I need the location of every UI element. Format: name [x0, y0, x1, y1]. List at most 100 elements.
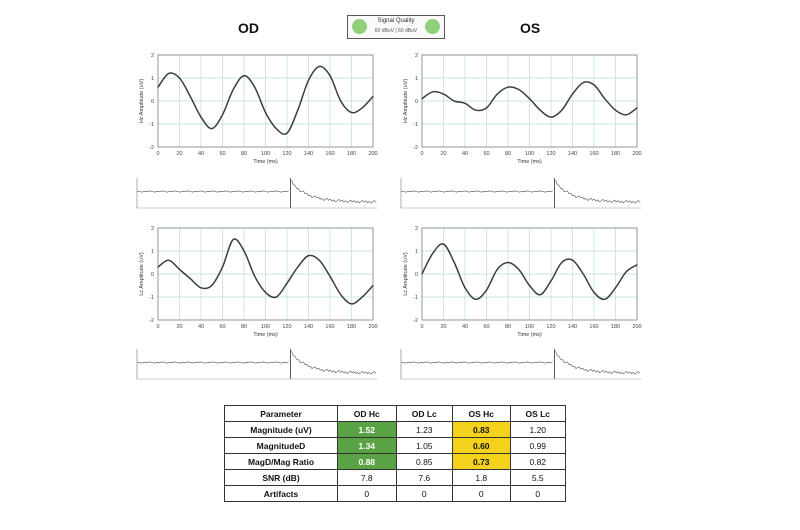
- x-tick-label: 100: [261, 324, 270, 330]
- data-point: [614, 287, 617, 289]
- x-tick-label: 80: [505, 324, 511, 330]
- data-point: [485, 289, 488, 291]
- x-tick-label: 60: [219, 151, 225, 157]
- data-point: [614, 109, 617, 111]
- y-tick-label: -2: [413, 318, 418, 324]
- table-cell: 0: [509, 485, 567, 502]
- x-tick-label: 60: [219, 324, 225, 330]
- x-tick-label: 80: [505, 151, 511, 157]
- data-point: [232, 238, 234, 241]
- x-tick-label: 40: [198, 151, 204, 157]
- table-cell: 0: [395, 485, 454, 502]
- table-cell: 1.34: [337, 437, 397, 454]
- x-tick-label: 120: [546, 324, 555, 330]
- data-point: [254, 86, 256, 88]
- raw-recording-strip: [400, 178, 641, 209]
- table-cell: 0.83: [452, 421, 511, 438]
- row-label: Magnitude (uV): [224, 421, 338, 438]
- data-point: [211, 284, 213, 287]
- x-tick-label: 60: [483, 324, 489, 330]
- table-cell: 1.23: [395, 421, 454, 438]
- y-axis-label: Hc Amplitude (uV): [403, 79, 409, 123]
- y-tick-label: -1: [149, 295, 154, 301]
- x-tick-label: 80: [241, 324, 247, 330]
- data-point: [464, 102, 466, 104]
- x-tick-label: 140: [304, 151, 313, 157]
- data-point: [561, 109, 563, 111]
- data-point: [157, 266, 159, 268]
- table-cell: 0.99: [509, 437, 567, 454]
- data-point: [571, 93, 574, 95]
- table-cell: 7.8: [337, 469, 397, 486]
- row-label: Artifacts: [224, 485, 338, 502]
- data-point: [243, 75, 245, 77]
- raw-recording-strip: [136, 349, 377, 380]
- table-cell: 5.5: [509, 469, 567, 486]
- x-tick-label: 140: [568, 151, 577, 157]
- data-point: [421, 273, 423, 275]
- row-label: SNR (dB): [224, 469, 338, 486]
- x-axis-label: Time (ms): [517, 332, 542, 338]
- x-tick-label: 160: [325, 151, 334, 157]
- data-point: [221, 266, 224, 268]
- x-tick-label: 40: [462, 324, 468, 330]
- x-tick-label: 0: [156, 324, 159, 330]
- data-point: [264, 291, 267, 293]
- data-point: [361, 296, 363, 298]
- data-point: [350, 111, 353, 114]
- table-cell: 1.52: [337, 421, 397, 438]
- od-hc-chart: 0 20 40 60 80 100 120 140 160 180 200 2 1 0 -1 -2 Time (…: [139, 53, 378, 165]
- strip-trace-baseline: [137, 361, 289, 364]
- x-tick-label: 140: [568, 324, 577, 330]
- strip-trace-baseline: [401, 190, 553, 193]
- data-point: [297, 109, 299, 111]
- data-point: [350, 303, 353, 305]
- x-tick-label: 160: [589, 324, 598, 330]
- plot-frame: [157, 54, 374, 148]
- signal-quality-od-dot-icon: [352, 19, 367, 34]
- data-point: [507, 86, 509, 88]
- signal-quality-values: 60 dBuV | 60 dBuV: [374, 28, 418, 34]
- data-point: [518, 268, 520, 270]
- signal-quality-os-dot-icon: [425, 19, 440, 34]
- data-point: [453, 100, 455, 102]
- data-point: [200, 116, 202, 118]
- x-axis-label: Time (ms): [517, 159, 542, 165]
- data-point: [297, 266, 299, 268]
- table-cell: 0.82: [509, 453, 567, 470]
- data-point: [604, 98, 606, 100]
- plot-frame: [421, 54, 638, 148]
- table-cell: 1.05: [395, 437, 454, 454]
- y-axis-label: Hc Amplitude (uV): [139, 79, 145, 123]
- data-point: [442, 93, 445, 95]
- x-tick-label: 100: [525, 151, 534, 157]
- table-row: Magnitude (uV) 1.52 1.23 0.83 1.20: [224, 421, 567, 438]
- header-od-hc: OD Hc: [337, 405, 397, 422]
- data-point: [157, 86, 159, 88]
- data-point: [582, 273, 584, 275]
- data-point: [518, 88, 520, 91]
- x-tick-label: 180: [611, 324, 620, 330]
- table-row: SNR (dB) 7.8 7.6 1.8 5.5: [224, 469, 567, 486]
- data-point: [254, 275, 256, 277]
- y-tick-label: 1: [151, 249, 154, 255]
- x-tick-label: 160: [589, 151, 598, 157]
- data-point: [464, 287, 466, 289]
- y-tick-label: 0: [151, 272, 154, 278]
- data-point: [442, 243, 445, 245]
- table-cell: 1.20: [509, 421, 567, 438]
- y-tick-label: 2: [151, 226, 154, 232]
- data-point: [286, 282, 288, 284]
- table-cell: 7.6: [395, 469, 454, 486]
- y-tick-label: 0: [415, 99, 418, 105]
- data-point: [475, 109, 477, 111]
- table-cell: 0: [452, 485, 511, 502]
- y-tick-label: -1: [149, 122, 154, 128]
- data-point: [636, 264, 638, 266]
- y-tick-label: -2: [149, 145, 154, 151]
- y-axis-label: Lc Amplitude (uV): [403, 252, 409, 296]
- x-tick-label: 200: [632, 151, 641, 157]
- y-tick-label: -1: [413, 122, 418, 128]
- data-point: [496, 268, 498, 270]
